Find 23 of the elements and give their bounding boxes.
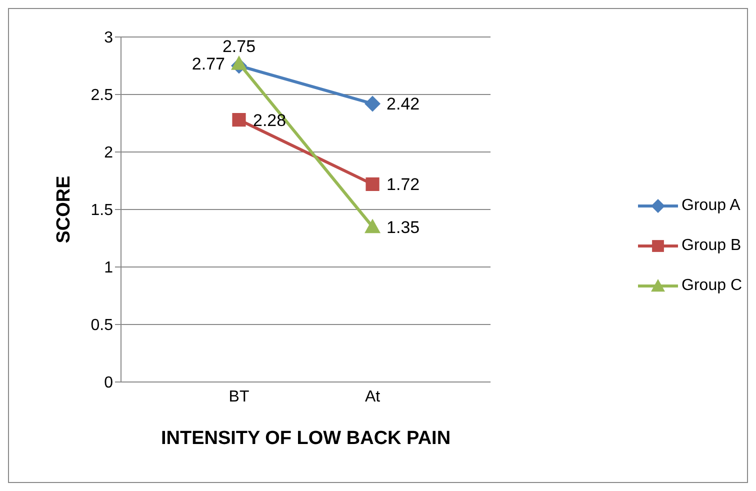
data-label: 2.28: [253, 110, 286, 130]
legend-label: Group B: [682, 236, 742, 254]
legend-label: Group A: [682, 196, 740, 214]
x-axis-title: INTENSITY OF LOW BACK PAIN: [160, 428, 451, 449]
data-label: 2.42: [386, 94, 420, 114]
data-label: 1.72: [386, 175, 420, 194]
y-tick-label: 0.5: [90, 317, 114, 334]
data-label: 2.75: [222, 36, 256, 56]
point: [366, 177, 380, 191]
y-tick-label: 1.5: [90, 202, 114, 220]
y-axis-title: SCORE: [54, 176, 75, 244]
data-label: 2.77: [192, 54, 225, 74]
x-tick-label: At: [364, 388, 381, 406]
y-tick-label: 0: [104, 374, 114, 392]
x-tick-label: BT: [228, 388, 250, 406]
y-tick-label: 2.5: [90, 87, 114, 104]
point: [232, 113, 246, 127]
point: [364, 96, 381, 112]
legend-label: Group C: [682, 276, 742, 294]
y-tick-label: 2: [104, 144, 114, 162]
data-label: 1.35: [386, 218, 420, 237]
y-tick-label: 3: [104, 30, 114, 47]
y-tick-label: 1: [104, 260, 114, 277]
